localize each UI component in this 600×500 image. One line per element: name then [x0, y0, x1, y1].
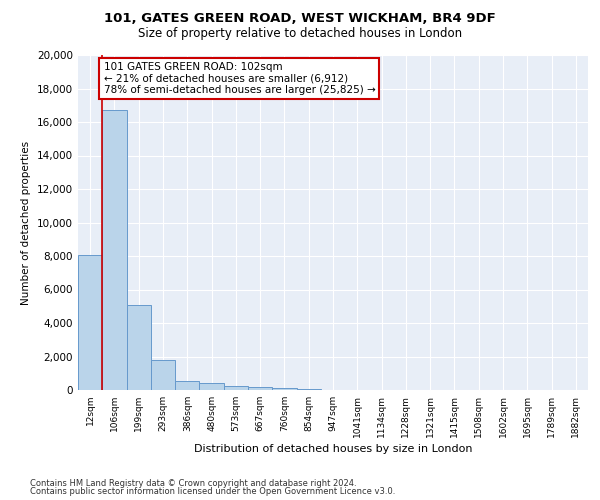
- Bar: [102, 110, 127, 390]
- Bar: [272, 388, 296, 390]
- Text: Contains public sector information licensed under the Open Government Licence v3: Contains public sector information licen…: [30, 487, 395, 496]
- Bar: [199, 384, 224, 390]
- Text: Size of property relative to detached houses in London: Size of property relative to detached ho…: [138, 28, 462, 40]
- Text: 101, GATES GREEN ROAD, WEST WICKHAM, BR4 9DF: 101, GATES GREEN ROAD, WEST WICKHAM, BR4…: [104, 12, 496, 26]
- X-axis label: Distribution of detached houses by size in London: Distribution of detached houses by size …: [194, 444, 472, 454]
- Bar: [248, 387, 272, 390]
- Bar: [175, 381, 199, 390]
- Text: Contains HM Land Registry data © Crown copyright and database right 2024.: Contains HM Land Registry data © Crown c…: [30, 478, 356, 488]
- Bar: [296, 388, 321, 390]
- Bar: [127, 304, 151, 390]
- Bar: [224, 386, 248, 390]
- Text: 101 GATES GREEN ROAD: 102sqm
← 21% of detached houses are smaller (6,912)
78% of: 101 GATES GREEN ROAD: 102sqm ← 21% of de…: [104, 62, 375, 95]
- Y-axis label: Number of detached properties: Number of detached properties: [22, 140, 31, 304]
- Bar: [78, 255, 102, 390]
- Bar: [151, 360, 175, 390]
